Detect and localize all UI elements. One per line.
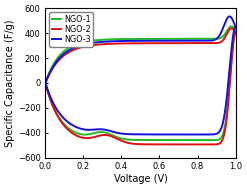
NGO-3	[68, 122, 71, 124]
NGO-3	[44, 82, 47, 84]
NGO-2	[44, 82, 47, 84]
NGO-3	[162, 133, 165, 136]
NGO-3	[44, 82, 47, 84]
NGO-2	[112, 43, 115, 45]
NGO-1	[162, 139, 165, 141]
Legend: NGO-1, NGO-2, NGO-3: NGO-1, NGO-2, NGO-3	[49, 12, 93, 47]
NGO-1	[51, 65, 54, 67]
NGO-1	[230, 25, 233, 28]
NGO-1	[68, 128, 71, 130]
Line: NGO-1: NGO-1	[45, 26, 236, 140]
NGO-1	[229, 64, 232, 66]
NGO-2	[68, 130, 71, 132]
Line: NGO-2: NGO-2	[45, 28, 236, 144]
NGO-3	[229, 52, 232, 55]
Line: NGO-3: NGO-3	[45, 16, 236, 135]
NGO-2	[229, 67, 232, 69]
NGO-2	[162, 143, 165, 146]
NGO-3	[228, 15, 231, 18]
NGO-2	[230, 27, 233, 29]
X-axis label: Voltage (V): Voltage (V)	[114, 174, 167, 184]
Y-axis label: Specific Capacitance (F/g): Specific Capacitance (F/g)	[5, 19, 15, 147]
NGO-3	[51, 67, 54, 69]
NGO-3	[203, 133, 206, 136]
NGO-1	[216, 38, 219, 40]
NGO-1	[44, 82, 47, 84]
NGO-3	[216, 37, 219, 39]
NGO-1	[44, 82, 47, 84]
NGO-2	[51, 67, 54, 70]
NGO-1	[206, 139, 209, 141]
NGO-2	[44, 82, 47, 84]
NGO-1	[112, 38, 115, 40]
NGO-2	[216, 42, 219, 44]
NGO-3	[112, 40, 115, 42]
NGO-2	[207, 143, 210, 146]
